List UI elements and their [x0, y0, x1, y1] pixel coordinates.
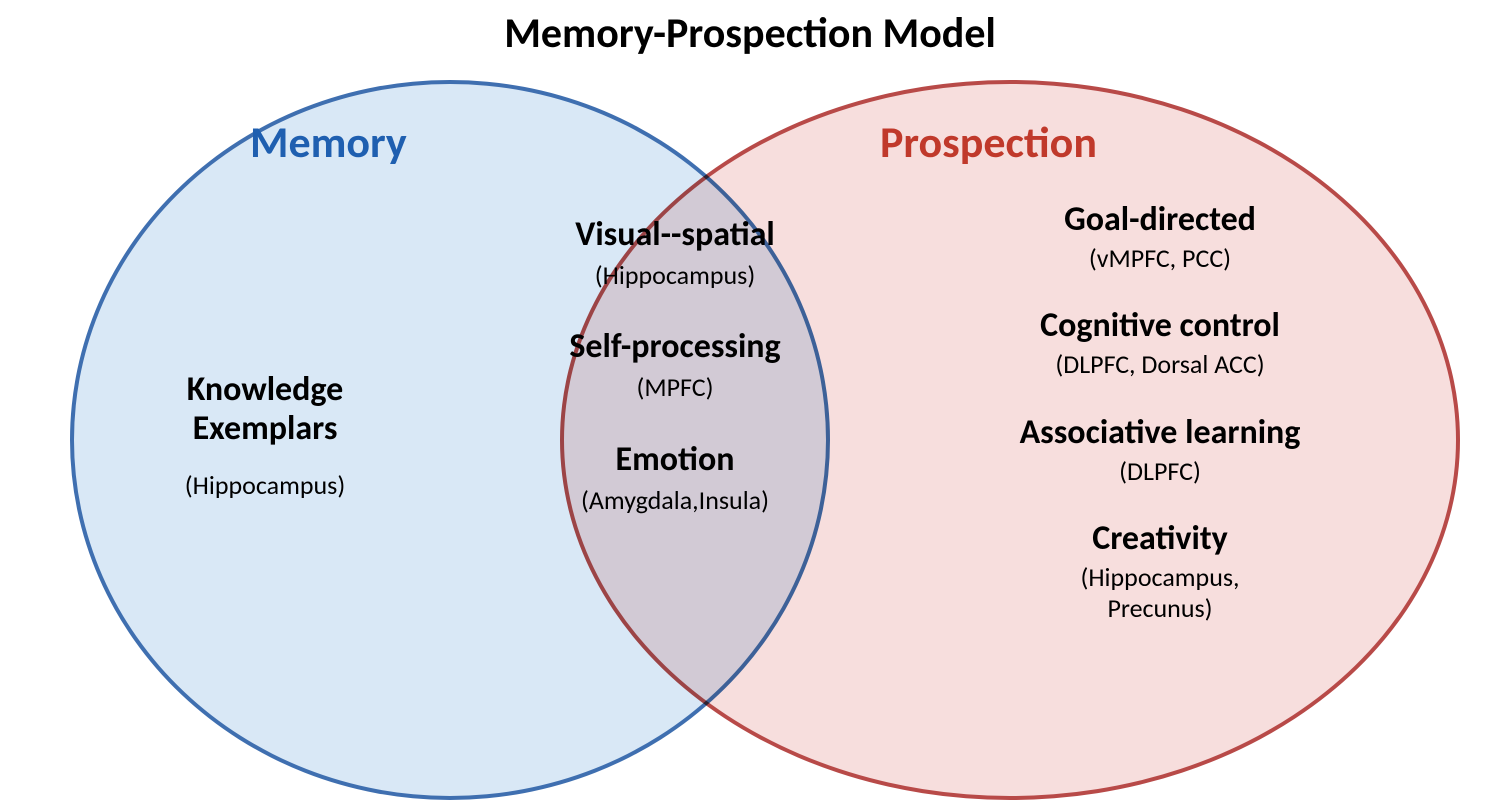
prospection-heading: Prospection: [880, 115, 1097, 169]
prospection-item-title: Cognitive control: [940, 306, 1380, 345]
prospection-item-sub: (DLPFC): [940, 456, 1380, 487]
intersection-item-title: Visual--spatial: [485, 215, 865, 254]
diagram-title: Memory-Prospection Model: [0, 8, 1500, 59]
diagram-stage: Memory-Prospection Model Memory Prospect…: [0, 0, 1500, 810]
prospection-item-title: Creativity: [940, 519, 1380, 558]
memory-item-sub: (Hippocampus): [115, 470, 415, 501]
prospection-item-sub-line: Precunus): [940, 593, 1380, 624]
memory-only-block: Knowledge Exemplars (Hippocampus): [115, 370, 415, 501]
prospection-only-block: Goal-directed (vMPFC, PCC) Cognitive contr…: [940, 200, 1380, 624]
intersection-item: Emotion (Amygdala,Insula): [485, 440, 865, 516]
prospection-item-sub: (vMPFC, PCC): [940, 243, 1380, 274]
prospection-item: Creativity (Hippocampus,Precunus): [940, 519, 1380, 624]
intersection-item: Visual--spatial (Hippocampus): [485, 215, 865, 291]
intersection-item-sub: (MPFC): [485, 372, 865, 403]
memory-item-title-line1: Knowledge: [115, 370, 415, 409]
intersection-item-sub: (Amygdala,Insula): [485, 485, 865, 516]
intersection-item-title: Self-processing: [485, 327, 865, 366]
prospection-item-title: Goal-directed: [940, 200, 1380, 239]
prospection-item: Cognitive control (DLPFC, Dorsal ACC): [940, 306, 1380, 380]
prospection-item-sub-line: (Hippocampus,: [940, 562, 1380, 593]
memory-item-title-line2: Exemplars: [115, 409, 415, 448]
intersection-item: Self-processing (MPFC): [485, 327, 865, 403]
prospection-item-sub: (DLPFC, Dorsal ACC): [940, 349, 1380, 380]
intersection-item-title: Emotion: [485, 440, 865, 479]
prospection-item: Associative learning (DLPFC): [940, 413, 1380, 487]
memory-heading: Memory: [250, 115, 407, 169]
prospection-item: Goal-directed (vMPFC, PCC): [940, 200, 1380, 274]
prospection-item-title: Associative learning: [940, 413, 1380, 452]
intersection-item-sub: (Hippocampus): [485, 260, 865, 291]
intersection-block: Visual--spatial (Hippocampus) Self-process…: [485, 215, 865, 516]
